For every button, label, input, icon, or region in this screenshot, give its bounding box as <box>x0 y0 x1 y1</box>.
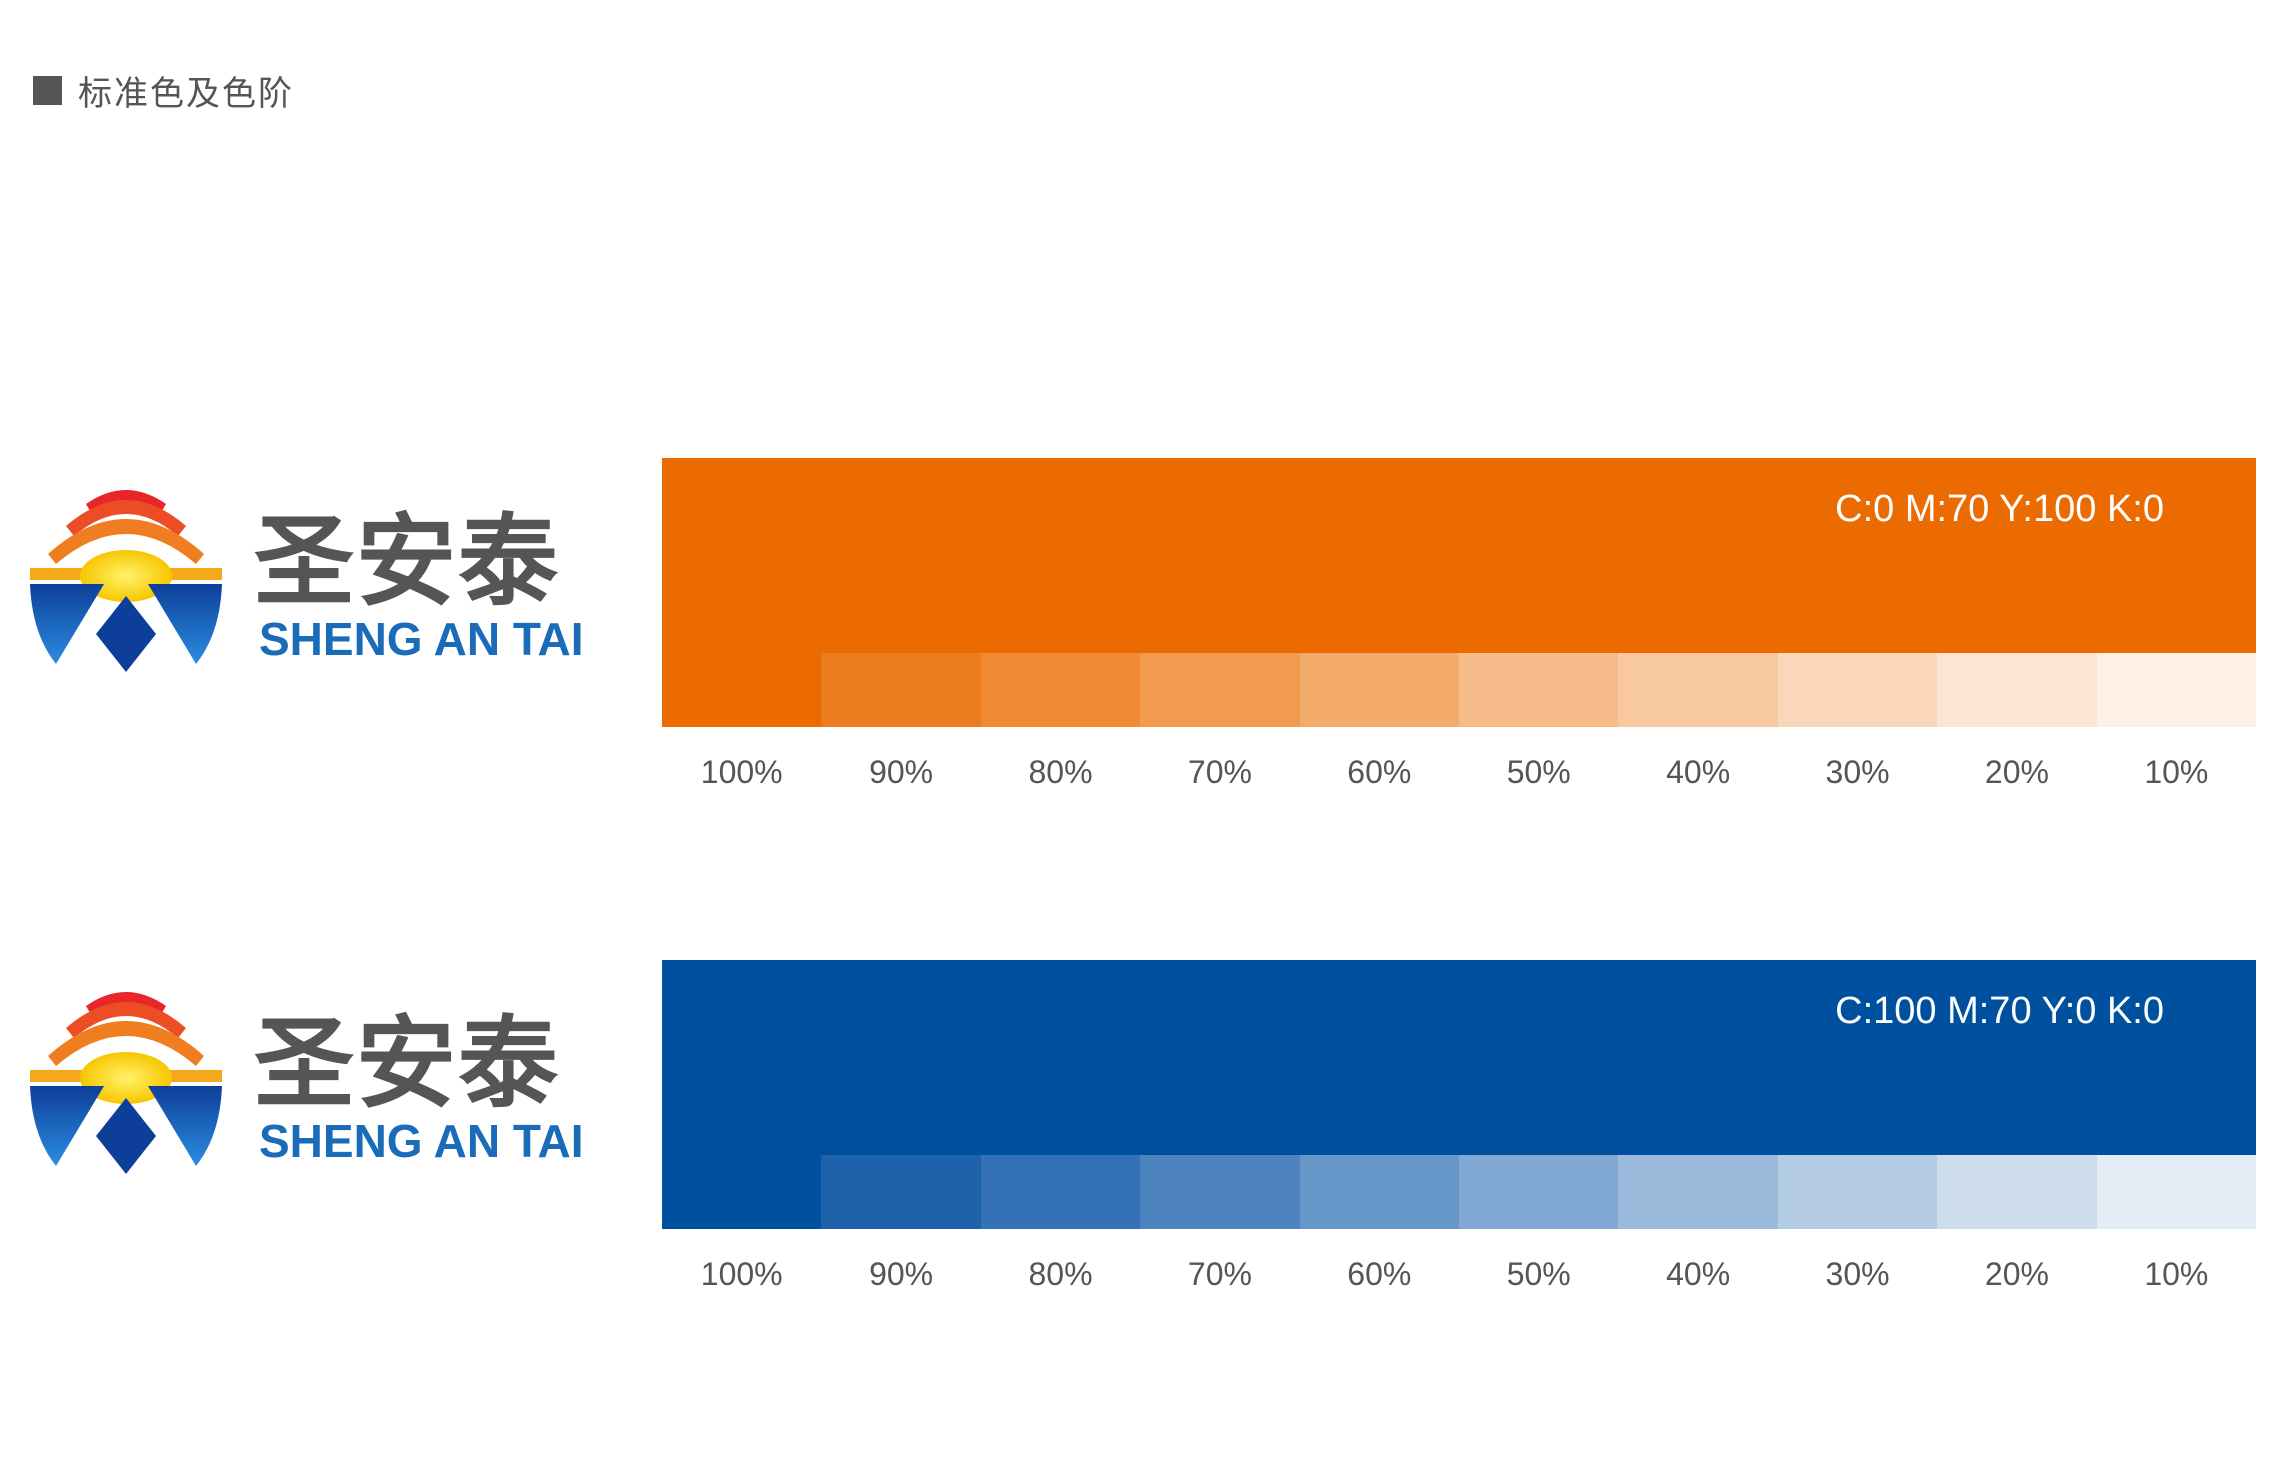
blue-tint-step <box>1299 1155 1460 1229</box>
blue-percent-label: 20% <box>1984 1256 2049 1292</box>
blue-percent-label: 10% <box>2144 1256 2209 1292</box>
blue-percent-label: 40% <box>1666 1256 1731 1292</box>
blue-percent-label: 60% <box>1347 1256 1412 1292</box>
orange-tint-step <box>662 653 822 727</box>
orange-percent-label: 90% <box>869 754 934 790</box>
blue-tint-steps <box>662 1155 2257 1229</box>
brand-logo: 圣安泰 SHENG AN TAI <box>26 976 601 1176</box>
blue-percent-label: 100% <box>700 1256 783 1292</box>
blue-tint-step <box>2096 1155 2257 1229</box>
blue-percent-label: 30% <box>1825 1256 1890 1292</box>
orange-percent-label: 40% <box>1666 754 1731 790</box>
orange-percent-label: 80% <box>1028 754 1093 790</box>
blue-tint-step <box>662 1155 822 1229</box>
blue-tint-step <box>980 1155 1141 1229</box>
sun-emblem-icon <box>30 490 222 672</box>
logo-english-name: SHENG AN TAI <box>259 1115 584 1167</box>
orange-percent-label: 60% <box>1347 754 1412 790</box>
blue-percent-label: 90% <box>869 1256 934 1292</box>
logo-english-name: SHENG AN TAI <box>259 613 584 665</box>
sun-emblem-icon <box>30 992 222 1174</box>
section-header: 标准色及色阶 <box>33 70 294 114</box>
orange-percent-labels: 100% 90% 80% 70% 60% 50% 40% 30% 20% 10% <box>662 754 2256 794</box>
orange-percent-label: 100% <box>700 754 783 790</box>
blue-tint-step <box>1937 1155 2097 1229</box>
blue-percent-label: 70% <box>1187 1256 1252 1292</box>
orange-percent-label: 10% <box>2144 754 2209 790</box>
blue-percent-label: 80% <box>1028 1256 1093 1292</box>
blue-cmyk-label: C:100 M:70 Y:0 K:0 <box>1835 990 2164 1032</box>
orange-tint-step <box>1459 653 1619 727</box>
blue-tint-step <box>1777 1155 1938 1229</box>
blue-percent-label: 50% <box>1506 1256 1571 1292</box>
blue-tint-step <box>1459 1155 1619 1229</box>
brand-logo: 圣安泰 SHENG AN TAI <box>26 474 601 674</box>
orange-percent-label: 20% <box>1984 754 2049 790</box>
orange-tint-step <box>2096 653 2257 727</box>
orange-tint-step <box>1299 653 1460 727</box>
orange-tint-step <box>980 653 1141 727</box>
blue-main-swatch: C:100 M:70 Y:0 K:0 <box>662 960 2256 1155</box>
square-bullet-icon <box>33 75 62 105</box>
orange-tint-step <box>821 653 981 727</box>
orange-main-swatch: C:0 M:70 Y:100 K:0 <box>662 458 2256 653</box>
orange-percent-label: 50% <box>1506 754 1571 790</box>
orange-percent-label: 70% <box>1187 754 1252 790</box>
blue-tint-step <box>1140 1155 1300 1229</box>
logo-chinese-name: 圣安泰 <box>254 503 560 620</box>
blue-tint-step <box>1618 1155 1778 1229</box>
blue-tint-step <box>821 1155 981 1229</box>
orange-tint-step <box>1618 653 1778 727</box>
logo-chinese-name: 圣安泰 <box>254 1005 560 1122</box>
blue-percent-labels: 100% 90% 80% 70% 60% 50% 40% 30% 20% 10% <box>662 1256 2256 1296</box>
section-title: 标准色及色阶 <box>78 73 294 114</box>
orange-tint-step <box>1777 653 1938 727</box>
orange-tint-steps <box>662 653 2257 727</box>
orange-tint-step <box>1937 653 2097 727</box>
orange-tint-step <box>1140 653 1300 727</box>
orange-cmyk-label: C:0 M:70 Y:100 K:0 <box>1835 488 2164 530</box>
orange-percent-label: 30% <box>1825 754 1890 790</box>
